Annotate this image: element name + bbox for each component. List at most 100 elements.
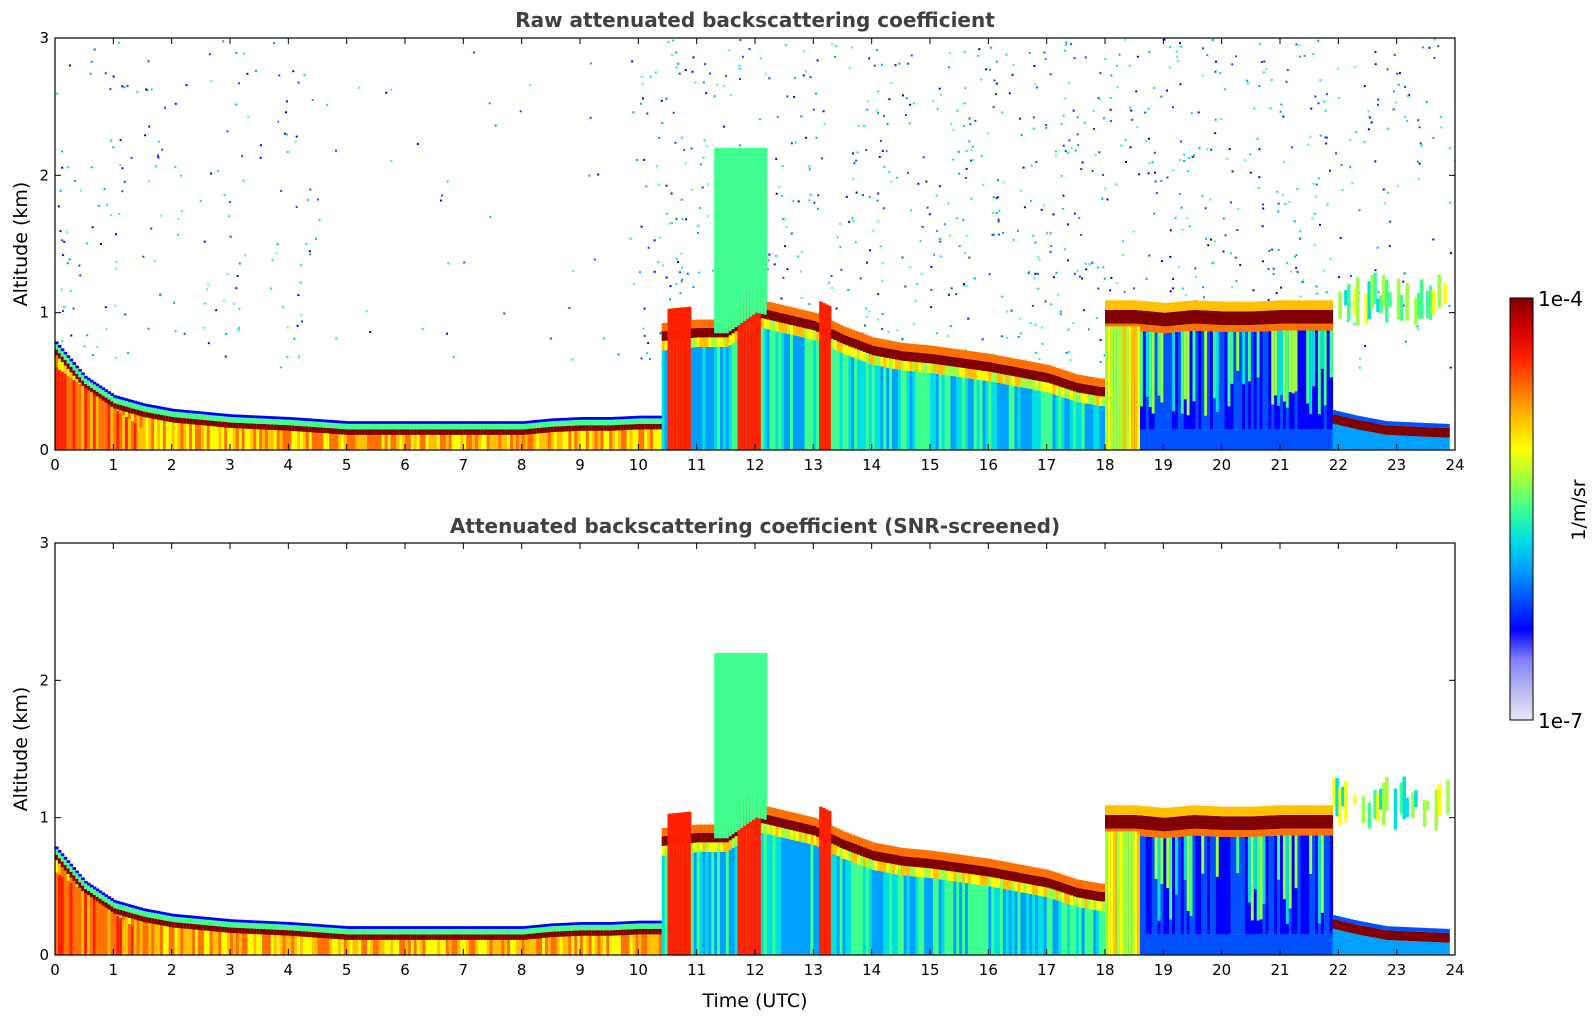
raw-backscatter-cell — [1309, 309, 1313, 324]
screened-backscatter-cell — [1061, 902, 1065, 955]
screened-backscatter-cell — [903, 848, 908, 857]
screened-backscatter-cell — [454, 926, 459, 929]
raw-backscatter-cell — [1151, 429, 1156, 450]
raw-backscatter-cell — [1116, 326, 1121, 450]
raw-noise-speck — [970, 197, 973, 200]
raw-backscatter-cell — [95, 391, 100, 398]
raw-backscatter-cell — [507, 423, 511, 430]
raw-backscatter-cell — [830, 348, 835, 450]
raw-backscatter-cell — [1067, 379, 1071, 390]
screened-backscatter-cell — [407, 931, 412, 955]
raw-backscatter-cell — [1037, 381, 1042, 391]
raw-noise-speck — [1270, 79, 1273, 81]
screened-backscatter-cell — [801, 842, 806, 955]
screened-backscatter-cell — [136, 914, 141, 921]
raw-noise-speck — [965, 149, 968, 152]
raw-noise-speck — [808, 165, 811, 168]
raw-backscatter-cell — [801, 327, 806, 338]
raw-backscatter-cell — [918, 344, 922, 353]
raw-backscatter-cell — [259, 418, 263, 424]
screened-backscatter-cell — [81, 891, 85, 955]
raw-backscatter-cell — [775, 311, 779, 322]
raw-noise-speck — [1085, 268, 1088, 271]
raw-backscatter-cell — [1221, 429, 1226, 450]
raw-noise-speck — [690, 147, 693, 150]
raw-backscatter-cell — [1145, 311, 1150, 325]
screened-backscatter-cell — [428, 926, 432, 929]
raw-backscatter-cell — [1198, 429, 1202, 450]
raw-noise-speck — [1032, 127, 1035, 130]
raw-backscatter-cell — [772, 311, 777, 321]
screened-backscatter-cell — [486, 928, 491, 935]
raw-noise-speck — [1416, 325, 1419, 328]
screened-backscatter-cell — [457, 931, 462, 955]
raw-noise-speck — [1234, 256, 1237, 259]
raw-noise-speck — [1337, 276, 1340, 279]
raw-backscatter-cell — [935, 354, 940, 365]
screened-backscatter-cell — [139, 932, 144, 955]
raw-noise-speck — [1418, 162, 1421, 165]
screened-backscatter-cell — [116, 909, 120, 915]
raw-backscatter-cell — [871, 345, 876, 356]
raw-backscatter-cell — [1058, 368, 1062, 377]
raw-backscatter-cell — [1192, 323, 1197, 402]
screened-backscatter-cell — [399, 934, 403, 940]
raw-noise-speck — [1299, 295, 1302, 298]
raw-backscatter-cell — [104, 392, 109, 398]
raw-backscatter-cell — [857, 331, 861, 341]
raw-backscatter-cell — [1078, 392, 1083, 403]
raw-backscatter-cell — [1326, 323, 1331, 331]
raw-noise-speck — [869, 249, 871, 252]
screened-backscatter-cell — [956, 881, 960, 955]
raw-backscatter-cell — [1172, 429, 1176, 450]
raw-backscatter-cell — [1011, 358, 1016, 367]
screened-backscatter-cell — [947, 880, 952, 955]
screened-backscatter-cell — [501, 931, 505, 955]
screened-backscatter-cell — [192, 915, 196, 919]
raw-noise-speck — [675, 217, 678, 220]
raw-backscatter-cell — [162, 409, 167, 416]
raw-backscatter-cell — [291, 417, 295, 420]
screened-backscatter-cell — [218, 920, 222, 927]
screened-backscatter-cell — [1040, 868, 1045, 877]
raw-backscatter-cell — [1008, 357, 1013, 366]
raw-backscatter-cell — [69, 358, 74, 362]
screened-backscatter-cell — [997, 868, 1001, 879]
raw-backscatter-cell — [906, 361, 911, 371]
raw-backscatter-cell — [311, 418, 316, 422]
raw-backscatter-cell — [273, 419, 278, 425]
raw-backscatter-cell — [545, 424, 549, 450]
screened-backscatter-cell — [294, 930, 298, 937]
raw-backscatter-cell — [1046, 382, 1051, 393]
screened-backscatter-cell — [84, 880, 88, 884]
raw-backscatter-cell — [1207, 429, 1211, 450]
raw-noise-speck — [647, 246, 650, 249]
raw-backscatter-cell — [1084, 384, 1089, 394]
raw-backscatter-cell — [372, 421, 377, 424]
raw-backscatter-cell — [1026, 369, 1030, 379]
raw-noise-speck — [494, 124, 497, 127]
screened-backscatter-cell — [463, 926, 467, 929]
raw-backscatter-cell — [617, 416, 622, 420]
raw-backscatter-cell — [962, 377, 966, 450]
raw-backscatter-cell — [110, 401, 114, 407]
raw-noise-speck — [949, 325, 952, 328]
screened-backscatter-cell — [162, 912, 167, 915]
raw-backscatter-cell — [731, 333, 736, 343]
screened-backscatter-cell — [1043, 896, 1048, 955]
raw-backscatter-cell — [874, 337, 879, 347]
raw-backscatter-cell — [641, 418, 645, 424]
screened-backscatter-cell — [912, 848, 917, 858]
raw-noise-speck — [1038, 258, 1041, 261]
raw-backscatter-cell — [270, 424, 275, 430]
raw-noise-speck — [808, 199, 811, 202]
raw-backscatter-cell — [1420, 279, 1424, 319]
screened-backscatter-cell — [574, 925, 578, 931]
raw-backscatter-cell — [626, 416, 631, 419]
raw-backscatter-cell — [973, 360, 978, 370]
raw-backscatter-cell — [139, 402, 144, 406]
raw-backscatter-cell — [839, 333, 844, 343]
screened-backscatter-cell — [1131, 805, 1135, 815]
screened-backscatter-cell — [772, 825, 777, 836]
